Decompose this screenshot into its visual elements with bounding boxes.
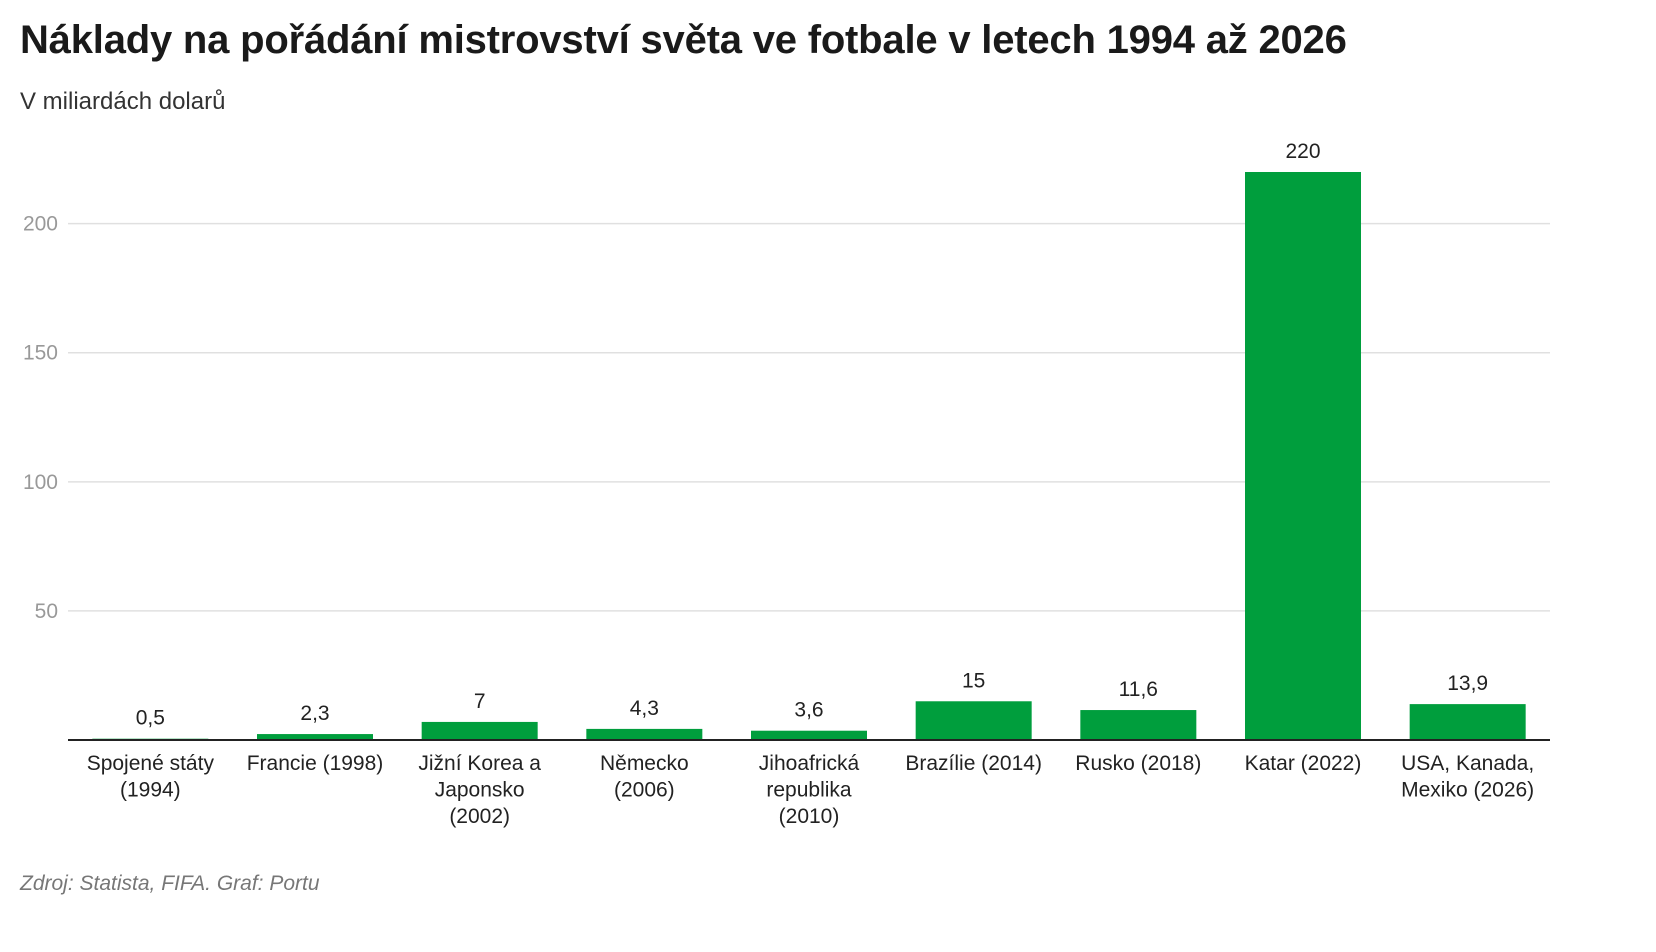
bar [421,721,538,740]
data-label: 13,9 [1447,672,1488,695]
data-label: 7 [474,690,486,713]
value-labels: 0,5 2,3 7 4,3 3,6 15 11,6 220 13,9 [136,140,1488,730]
data-label: 220 [1285,140,1320,163]
y-tick-label: 100 [23,471,58,494]
x-tick-label: Katar (2022) [1245,752,1362,775]
category-labels: Spojené státy (1994) Francie (1998) Jižní K… [87,752,1535,828]
x-tick-label: Německo (2006) [600,752,689,802]
bar [915,701,1032,740]
bar [586,728,703,740]
bar [1245,172,1361,740]
x-tick-label: Jižní Korea a Japonsko (2002) [418,752,541,828]
bar [257,734,373,740]
y-tick-label: 200 [23,213,58,236]
x-tick-label: Spojené státy (1994) [87,752,215,802]
x-tick-label: Francie (1998) [247,752,384,775]
data-label: 2,3 [300,702,329,725]
bar [1409,704,1526,740]
y-tick-label: 50 [35,600,58,623]
x-tick-label: Jihoafrická republika (2010) [759,752,860,828]
data-label: 11,6 [1119,678,1158,701]
bar [1080,710,1197,740]
source-note: Zdroj: Statista, FIFA. Graf: Portu [20,872,320,895]
chart-subtitle: V miliardách dolarů [20,88,226,115]
data-label: 15 [962,669,985,692]
bars [92,172,1526,740]
bar [751,730,867,740]
y-axis-ticks: 50 100 150 200 [23,213,58,623]
data-label: 4,3 [630,697,659,720]
chart-title: Náklady na pořádání mistrovství světa ve… [20,18,1347,62]
x-tick-label: Rusko (2018) [1075,752,1201,775]
data-label: 0,5 [136,707,165,730]
x-tick-label: Brazílie (2014) [905,752,1042,775]
y-tick-label: 150 [23,342,58,365]
x-tick-label: USA, Kanada, Mexiko (2026) [1401,752,1534,802]
data-label: 3,6 [794,699,823,722]
